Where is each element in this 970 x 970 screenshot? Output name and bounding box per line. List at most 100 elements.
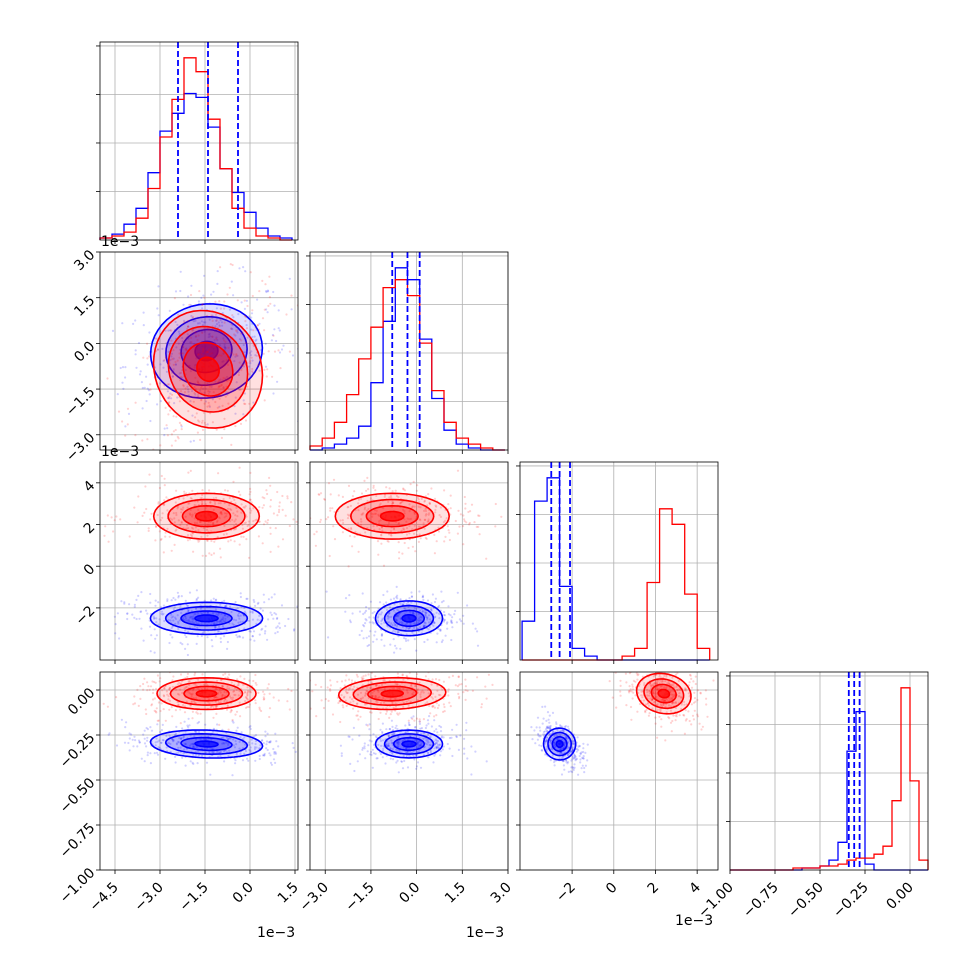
scatter-point-red — [168, 688, 171, 691]
scatter-point-blue — [348, 594, 351, 597]
scatter-point-blue — [463, 737, 466, 740]
scatter-point-blue — [424, 615, 427, 619]
scatter-point-blue — [398, 621, 401, 624]
scatter-point-red — [279, 367, 282, 370]
scatter-point-red — [223, 516, 226, 519]
scatter-point-red — [647, 704, 651, 707]
scatter-point-blue — [249, 746, 252, 749]
scatter-point-red — [378, 520, 381, 523]
scatter-point-red — [226, 380, 229, 383]
scatter-point-red — [213, 540, 216, 543]
scatter-point-blue — [115, 744, 119, 747]
scatter-point-red — [674, 701, 677, 704]
scatter-point-blue — [435, 746, 438, 750]
scatter-point-red — [366, 724, 369, 727]
scatter-point-blue — [455, 621, 458, 624]
scatter-point-blue — [263, 601, 266, 604]
scatter-point-red — [268, 296, 271, 299]
scatter-point-blue — [251, 611, 254, 614]
scatter-point-blue — [362, 612, 365, 616]
scatter-point-blue — [545, 736, 549, 739]
scatter-point-blue — [544, 728, 548, 731]
scatter-point-red — [699, 691, 702, 694]
scatter-point-red — [359, 691, 363, 694]
scatter-point-blue — [371, 621, 374, 624]
scatter-point-blue — [575, 757, 579, 761]
scatter-point-blue — [159, 606, 163, 609]
scatter-point-blue — [351, 738, 354, 741]
scatter-point-blue — [236, 726, 239, 729]
scatter-point-red — [159, 519, 162, 522]
scatter-point-blue — [243, 392, 247, 395]
scatter-point-red — [204, 507, 207, 510]
scatter-point-blue — [175, 346, 178, 349]
scatter-point-blue — [158, 382, 162, 385]
scatter-point-blue — [374, 752, 377, 756]
scatter-point-red — [213, 696, 216, 699]
scatter-point-red — [177, 703, 180, 706]
scatter-point-red — [377, 513, 380, 516]
scatter-point-blue — [361, 748, 364, 751]
scatter-point-red — [255, 354, 258, 357]
pair-panel-r3-c2 — [516, 671, 719, 874]
scatter-point-red — [418, 518, 421, 521]
scatter-point-blue — [216, 750, 219, 753]
scatter-point-red — [419, 537, 422, 540]
scatter-point-blue — [360, 629, 363, 633]
scatter-point-blue — [580, 767, 583, 770]
scatter-point-blue — [210, 639, 213, 642]
scatter-point-red — [398, 687, 401, 690]
contour-red — [349, 498, 435, 534]
scatter-point-blue — [192, 742, 195, 745]
scatter-point-blue — [204, 400, 208, 403]
scatter-point-blue — [369, 734, 372, 737]
scatter-point-red — [210, 539, 213, 543]
scatter-point-red — [177, 692, 180, 696]
scatter-point-blue — [548, 714, 551, 717]
scatter-point-blue — [243, 736, 246, 739]
scatter-point-blue — [433, 730, 436, 733]
scatter-point-red — [398, 712, 401, 715]
scatter-point-blue — [177, 620, 180, 624]
scatter-point-blue — [340, 752, 343, 755]
scatter-point-blue — [179, 737, 182, 740]
scatter-point-red — [217, 516, 220, 519]
scatter-point-red — [141, 514, 144, 518]
scatter-point-red — [162, 694, 165, 697]
scatter-point-blue — [261, 609, 264, 612]
scatter-point-blue — [121, 322, 124, 325]
scatter-point-red — [443, 540, 446, 543]
scatter-point-red — [157, 701, 160, 704]
scatter-point-blue — [238, 617, 241, 620]
scatter-point-blue — [223, 599, 226, 602]
scatter-point-blue — [377, 621, 380, 624]
scatter-point-red — [323, 497, 326, 501]
scatter-point-red — [684, 689, 688, 692]
scatter-point-blue — [188, 744, 192, 747]
scatter-point-red — [249, 471, 252, 474]
diag-panel-1 — [306, 251, 509, 454]
scatter-point-blue — [250, 328, 253, 331]
scatter-point-red — [656, 703, 659, 706]
scatter-point-red — [248, 705, 251, 709]
scatter-point-red — [476, 676, 479, 679]
scatter-point-blue — [367, 744, 370, 747]
scatter-point-red — [642, 699, 646, 702]
scatter-point-blue — [262, 742, 265, 745]
scatter-point-blue — [143, 737, 146, 740]
scatter-point-red — [385, 712, 388, 716]
scatter-point-blue — [383, 621, 386, 624]
scatter-point-red — [222, 673, 225, 677]
scatter-point-red — [181, 352, 185, 355]
scatter-point-blue — [180, 736, 183, 740]
scatter-point-red — [671, 693, 675, 696]
scatter-point-red — [650, 686, 653, 689]
scatter-point-red — [448, 538, 451, 542]
scatter-point-blue — [210, 750, 213, 754]
scatter-point-red — [654, 722, 657, 725]
scatter-point-blue — [435, 641, 438, 644]
scatter-point-blue — [265, 743, 268, 746]
scatter-point-red — [257, 328, 260, 331]
scatter-point-red — [177, 519, 180, 522]
scatter-point-red — [237, 490, 240, 493]
